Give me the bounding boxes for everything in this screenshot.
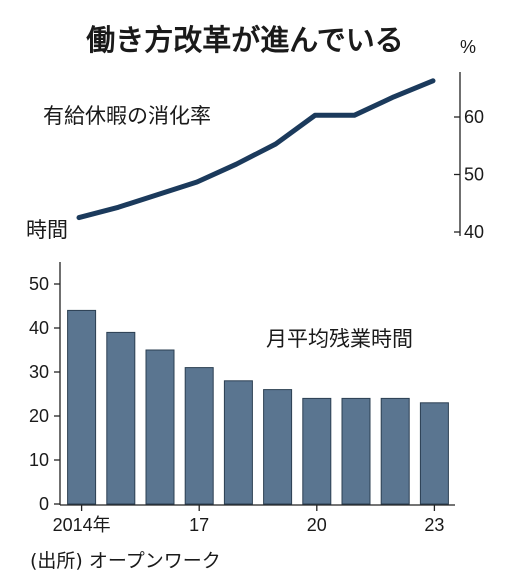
line-point-2015	[117, 206, 119, 208]
chart-title: 働き方改革が進んでいる	[85, 23, 404, 57]
line-point-2016	[157, 194, 159, 196]
line-point-2022	[393, 96, 395, 98]
line-point-2017	[196, 181, 198, 183]
bar-x-tick-label-2020: 20	[307, 515, 327, 535]
source-note: (出所) オープンワーク	[30, 550, 221, 572]
bar-2016	[145, 349, 175, 505]
line-point-2014	[78, 217, 80, 219]
bar-2023	[419, 402, 449, 505]
line-y-tick-label-40: 40	[464, 222, 484, 242]
line-point-2023	[432, 80, 434, 82]
line-unit-label: %	[460, 37, 476, 57]
bar-x-tick-label-2014: 2014年	[53, 515, 111, 535]
bar-2022	[380, 397, 410, 505]
bar-y-tick-label-0: 0	[39, 494, 49, 514]
bar-y-tick-label-40: 40	[29, 318, 49, 338]
bar-2015	[106, 331, 136, 505]
line-point-2019	[275, 143, 277, 145]
bar-chart: 0 10 20 30 40 50 2014年 17 20 23	[29, 262, 455, 535]
bar-2019	[263, 389, 293, 505]
bar-y-tick-label-20: 20	[29, 406, 49, 426]
bar-x-tick-label-2017: 17	[189, 515, 209, 535]
line-point-2020	[314, 114, 316, 116]
line-y-tick-label-50: 50	[464, 165, 484, 185]
line-series-label: 有給休暇の消化率	[43, 104, 211, 128]
line-y-tick-label-60: 60	[464, 107, 484, 127]
bar-2017	[184, 367, 214, 505]
bar-y-tick-label-30: 30	[29, 362, 49, 382]
bar-y-tick-label-50: 50	[29, 274, 49, 294]
line-point-2021	[353, 114, 355, 116]
bar-2020	[302, 397, 332, 505]
line-point-2018	[235, 163, 237, 165]
bar-x-tick-label-2023: 23	[424, 515, 444, 535]
bar-series-label: 月平均残業時間	[266, 327, 413, 351]
line-series-path	[76, 78, 436, 221]
bar-2018	[223, 380, 253, 505]
bar-2014	[67, 309, 97, 505]
bar-unit-label: 時間	[26, 218, 68, 242]
line-chart: 40 50 60	[76, 72, 484, 242]
bar-y-tick-label-10: 10	[29, 450, 49, 470]
bar-2021	[341, 397, 371, 505]
